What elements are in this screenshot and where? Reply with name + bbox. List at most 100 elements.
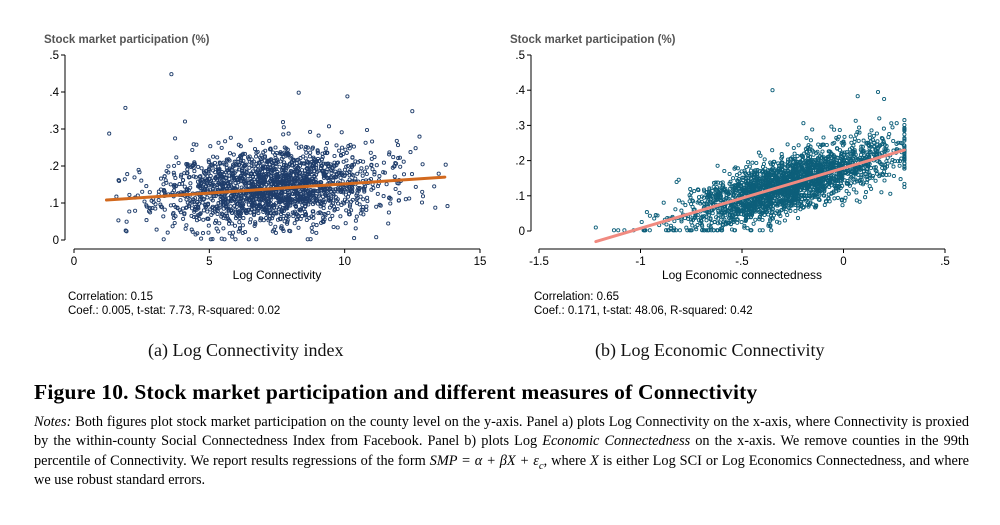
panel-a-point [288,203,293,208]
panel-b-point [902,185,907,190]
panel-a-point [133,208,138,213]
panel-a-point [219,145,224,150]
panel-a-point [188,181,193,186]
panel-a-point [340,145,345,150]
panel-a-point [315,148,320,153]
panel-a-point [163,178,168,183]
panel-a-point [273,230,278,235]
panel-a-point [388,201,393,206]
panel-a-point [144,203,149,208]
panel-a-point [203,205,208,210]
panel-b-point [688,195,693,200]
panel-a-point [374,235,379,240]
panel-a-point [322,192,327,197]
panel-a-point [317,210,322,215]
panel-a-point [307,178,312,183]
panel-b-point [727,181,732,186]
panel-a-point [206,201,211,206]
panel-a-point [413,146,418,151]
panel-a-y-tick-label: .2 [49,161,59,173]
panel-a-point [305,145,310,150]
panel-a-point [343,147,348,152]
panel-a-point [221,226,226,231]
panel-a-point [219,214,224,219]
panel-a-point [265,160,270,165]
panel-a-point [314,223,319,228]
panel-a-point [264,211,270,216]
panel-b-point [842,134,847,139]
panel-a-point [239,168,244,174]
panel-a-point [282,145,287,150]
panel-a-point [214,207,219,213]
panel-a-point [362,169,368,174]
panel-a-point [320,151,325,156]
panel-a-point [370,139,375,144]
panel-a-point [264,182,269,187]
panel-a-point [171,215,176,220]
panel-a-point [274,159,279,164]
panel-a-point [315,201,320,206]
panel-a-point [190,229,195,234]
panel-a-point [243,179,248,184]
panel-b-point [863,195,868,200]
panel-a-point [223,139,228,144]
panel-a-point [282,150,287,155]
panel-a-point [259,159,264,164]
panel-a-point [246,198,251,203]
panel-a-point [237,225,242,231]
panel-b-y-tick-label: .3 [515,120,525,132]
panel-a-point [273,145,278,150]
panel-a-point [332,164,337,169]
panel-a-point [340,200,345,205]
panel-a-point [225,181,230,186]
panel-a-point [349,208,354,213]
panel-a-point [205,195,210,200]
panel-a-point [386,210,391,215]
panel-a-y-tick-label: 0 [53,235,59,247]
panel-a-point [344,208,349,213]
panel-b-point [652,216,657,221]
panel-b-point [877,116,882,121]
panel-a-point [225,213,230,218]
panel-a-point [233,209,238,214]
panel-a-point [324,170,329,175]
panel-b-point [863,190,869,195]
panel-a-point [227,151,233,156]
panel-a-point [358,169,363,174]
panel-a-scatter-plot: Stock market participation (%) 0 .1 .2 .3 .4… [44,34,486,282]
panel-a-point [224,157,229,162]
panel-b-point [793,208,798,214]
panel-a-point [229,210,234,215]
panel-a-point [312,162,317,167]
panel-a-point [324,141,330,146]
panel-a-point [259,184,264,189]
panel-a-point [272,202,277,207]
panel-a-point [276,181,281,186]
panel-b-point [902,166,907,171]
panel-b-point [647,213,652,218]
panel-b-point [748,228,753,233]
panel-a-point [206,158,211,163]
panel-b-point [795,216,801,221]
panel-a-point [270,150,276,155]
panel-b-point [795,154,800,159]
panel-a-point [169,72,174,77]
panel-a-point [258,180,263,185]
panel-b-point [887,131,892,137]
panel-a-point [300,203,305,208]
panel-a-point [195,200,200,205]
panel-b-y-tick-label: .2 [515,156,525,168]
panel-a-point [255,191,260,196]
panel-a-point [364,165,369,170]
panel-a-point [341,159,346,164]
panel-a-point [345,170,350,176]
panel-a-point [347,173,352,178]
panel-a-point [230,234,235,239]
panel-a-y-tick-label: .4 [49,87,59,99]
panel-b-correlation: Correlation: 0.65 [534,291,620,303]
panel-a-point [294,158,299,163]
panel-b-point [747,164,752,169]
panel-a-point [335,206,340,212]
panel-a-point [246,237,251,242]
panel-a-point [210,237,215,242]
